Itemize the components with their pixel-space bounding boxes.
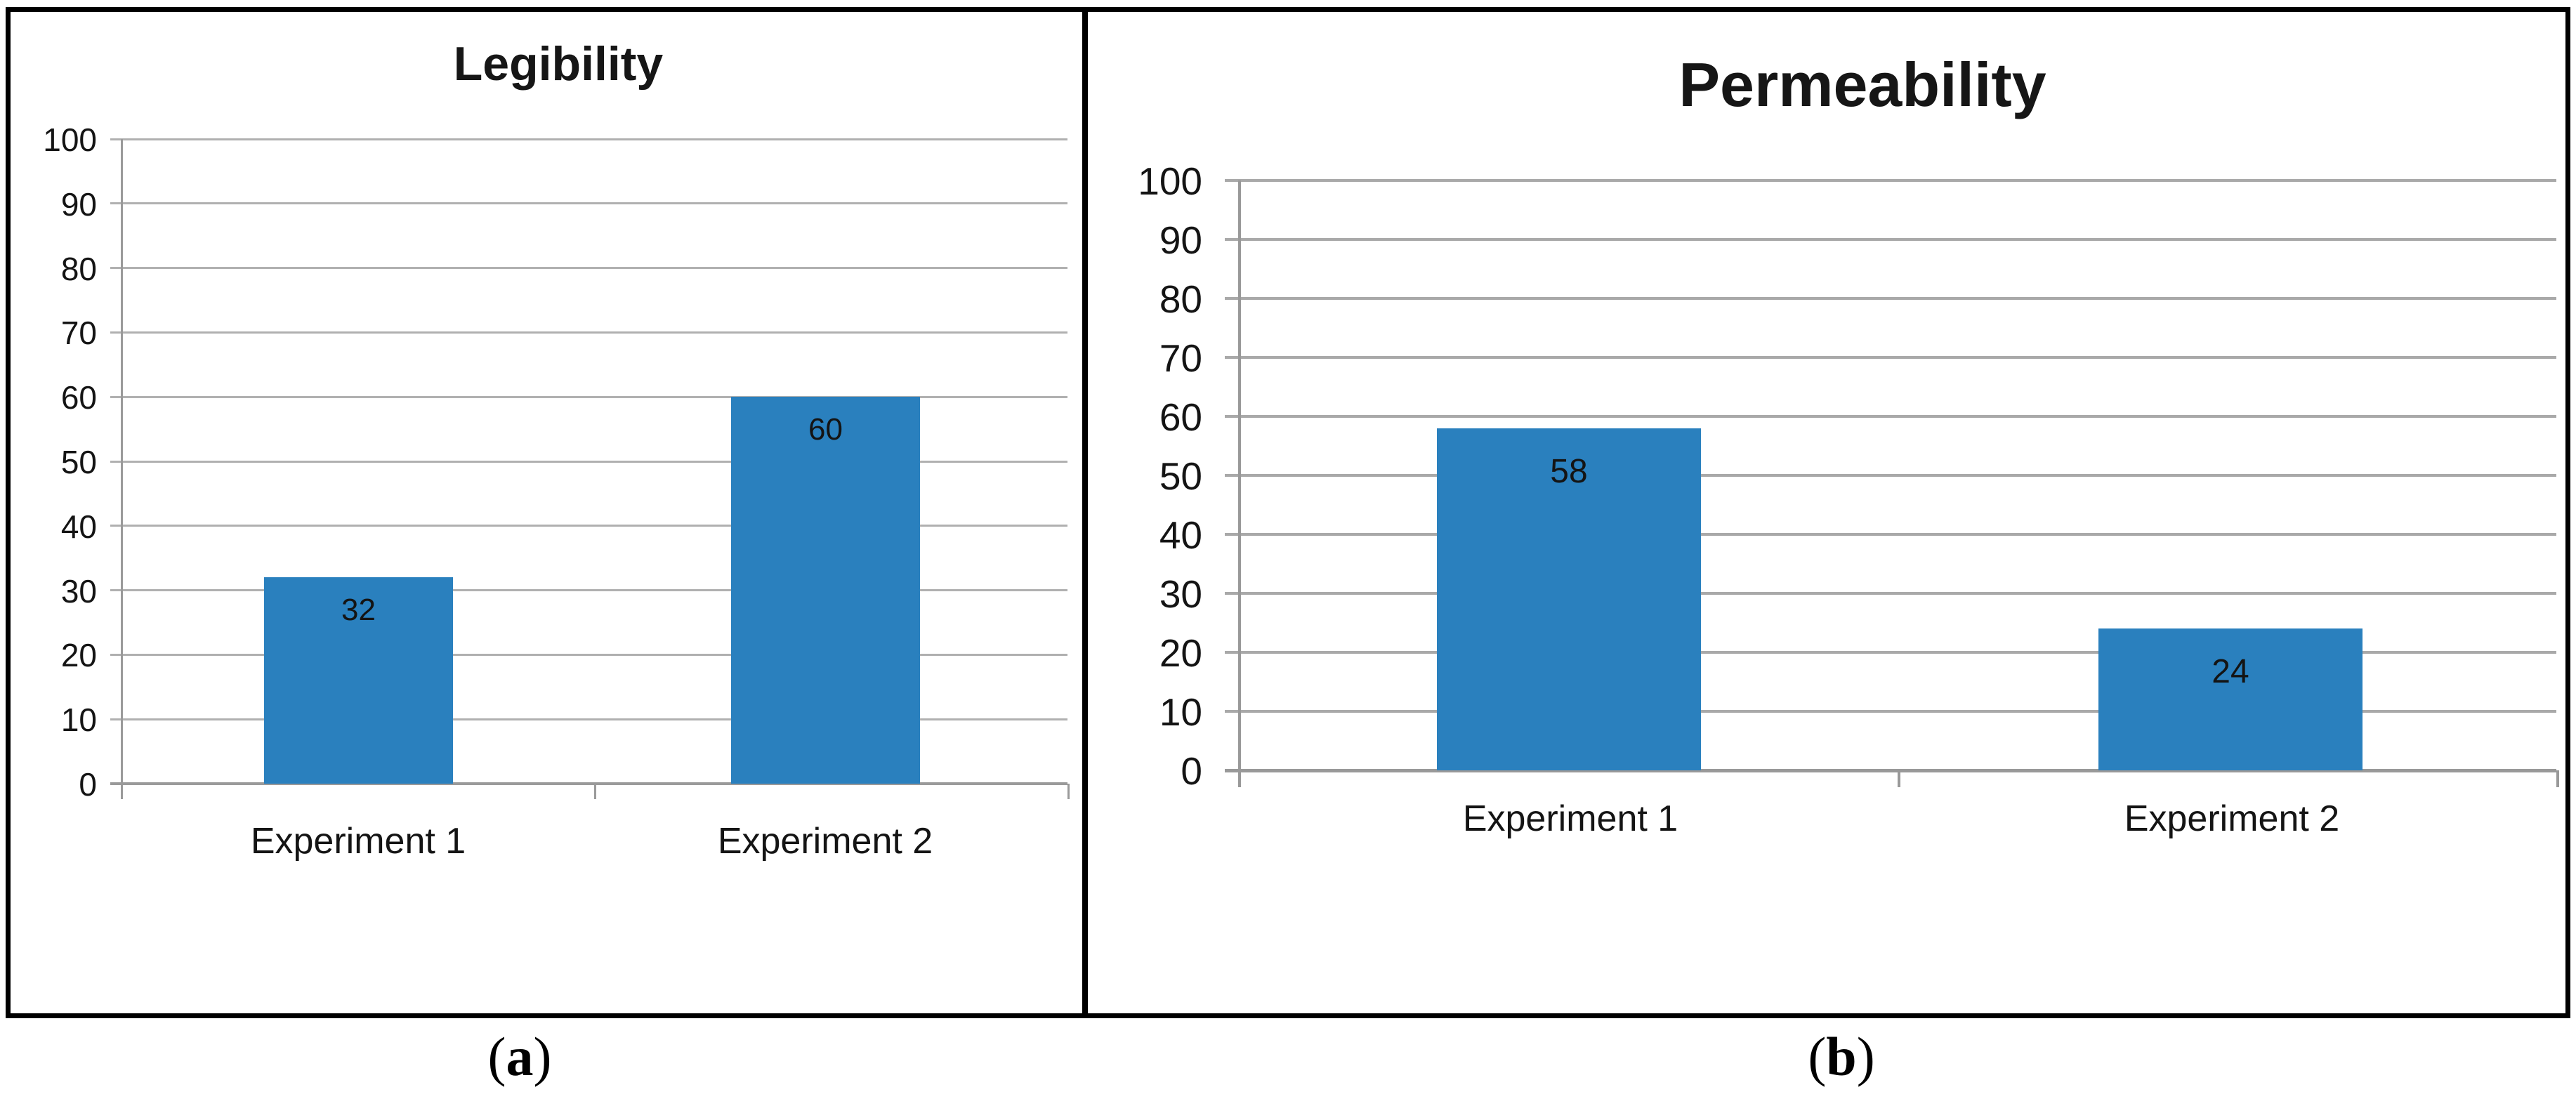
gridline	[110, 331, 1067, 334]
gridline	[110, 267, 1067, 269]
bar-experiment-1	[1437, 428, 1701, 770]
y-tick-label: 60	[60, 379, 97, 416]
panel-divider	[1082, 7, 1088, 1018]
bar-value-label: 24	[2212, 653, 2249, 690]
x-category-label: Experiment 1	[250, 821, 466, 862]
x-category-label: Experiment 2	[717, 821, 933, 862]
caption-a: (a)	[488, 1029, 552, 1084]
gridline	[1225, 592, 2556, 595]
gridline	[110, 525, 1067, 527]
bar-experiment-1	[264, 577, 453, 784]
bar-experiment-2	[731, 397, 920, 784]
y-tick-label: 70	[1159, 336, 1202, 380]
bar-value-label: 58	[1550, 453, 1588, 490]
y-tick-label: 90	[1159, 218, 1202, 262]
caption-letter: a	[506, 1026, 534, 1087]
y-tick-label: 20	[60, 637, 97, 673]
figure-frame	[6, 7, 2570, 1018]
gridline	[1225, 710, 2556, 713]
x-axis-line	[110, 782, 1067, 785]
x-category-label: Experiment 1	[1462, 798, 1678, 839]
y-tick-label: 20	[1159, 631, 1202, 675]
chart-title: Permeability	[1678, 50, 2046, 119]
y-tick-label: 40	[1159, 513, 1202, 557]
y-tick-label: 80	[1159, 277, 1202, 321]
gridline	[110, 589, 1067, 591]
y-tick-label: 10	[1159, 690, 1202, 734]
chart-title: Legibility	[453, 37, 664, 91]
caption-paren-close: )	[1856, 1026, 1875, 1087]
axis-tick	[2556, 770, 2559, 787]
y-tick-label: 30	[60, 573, 97, 610]
gridline	[1225, 415, 2556, 418]
y-tick-label: 40	[60, 508, 97, 545]
y-axis-line	[121, 139, 123, 799]
y-tick-label: 10	[60, 702, 97, 738]
axis-tick	[594, 784, 596, 799]
gridline	[1225, 356, 2556, 359]
y-tick-label: 70	[60, 315, 97, 351]
gridline	[110, 718, 1067, 720]
bar-value-label: 60	[808, 412, 843, 447]
y-axis-line	[1238, 180, 1241, 787]
gridline	[1225, 651, 2556, 654]
axis-tick	[1238, 770, 1241, 787]
y-tick-label: 80	[60, 251, 97, 287]
gridline	[1225, 238, 2556, 241]
y-tick-label: 60	[1159, 395, 1202, 439]
caption-letter: b	[1826, 1026, 1857, 1087]
y-tick-label: 0	[79, 766, 97, 803]
bar-experiment-2	[2098, 628, 2363, 770]
caption-paren-open: (	[1808, 1026, 1827, 1087]
gridline	[1225, 533, 2556, 536]
y-tick-label: 100	[1138, 159, 1202, 203]
caption-paren-close: )	[533, 1026, 552, 1087]
caption-b: (b)	[1808, 1029, 1874, 1084]
y-tick-label: 50	[60, 444, 97, 480]
gridline	[1225, 297, 2556, 300]
gridline	[1225, 179, 2556, 182]
x-category-label: Experiment 2	[2124, 798, 2340, 839]
gridline	[1225, 474, 2556, 477]
y-tick-label: 30	[1159, 572, 1202, 616]
axis-tick	[1898, 770, 1900, 787]
x-axis-line	[1225, 769, 2556, 772]
y-tick-label: 0	[1181, 749, 1202, 793]
axis-tick	[121, 784, 123, 799]
y-tick-label: 100	[43, 121, 97, 158]
caption-paren-open: (	[487, 1026, 506, 1087]
gridline	[110, 202, 1067, 204]
gridline	[110, 654, 1067, 656]
axis-tick	[1067, 784, 1070, 799]
gridline	[110, 461, 1067, 463]
bar-value-label: 32	[341, 593, 376, 627]
y-tick-label: 50	[1159, 454, 1202, 498]
gridline	[110, 396, 1067, 398]
gridline	[110, 138, 1067, 140]
y-tick-label: 90	[60, 186, 97, 223]
